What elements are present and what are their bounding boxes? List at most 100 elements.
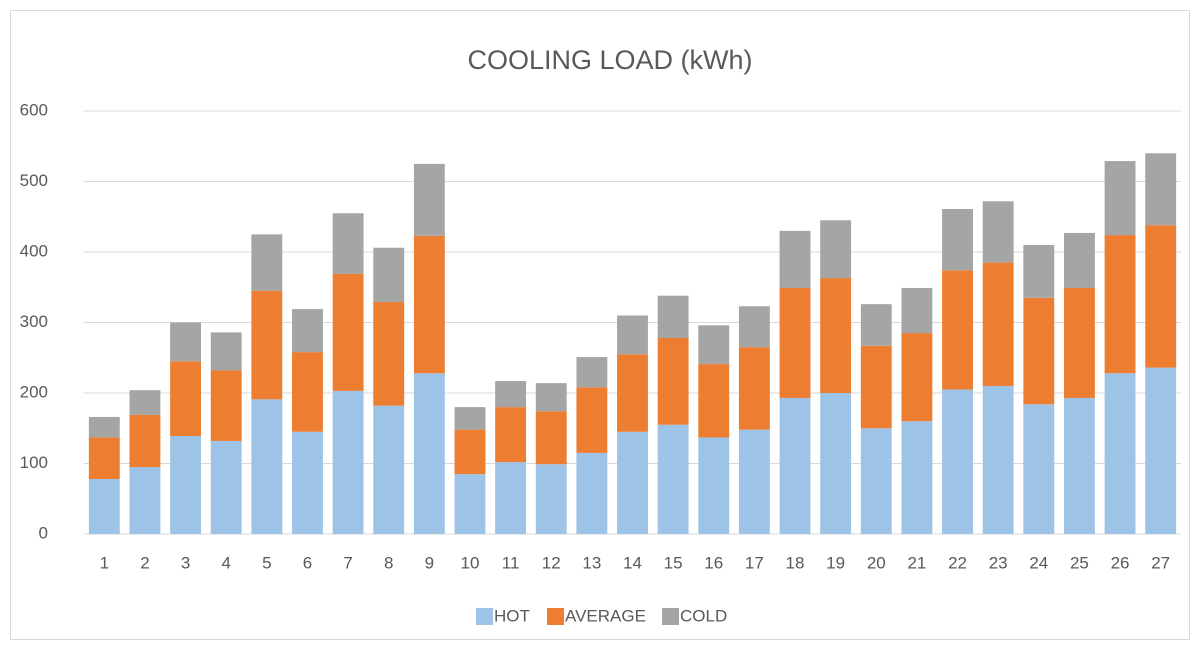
bar-segment xyxy=(251,234,283,291)
x-tick-label: 20 xyxy=(867,553,886,572)
bar-segment xyxy=(860,428,892,534)
bar-segment xyxy=(413,163,445,236)
bar-segment xyxy=(901,333,933,422)
bar-segment xyxy=(738,306,770,348)
bar-segment xyxy=(332,273,364,391)
y-tick-label: 600 xyxy=(20,100,48,119)
bar-segment xyxy=(88,479,120,534)
bar-segment xyxy=(738,347,770,430)
bar-segment xyxy=(454,474,486,534)
chart-title: COOLING LOAD (kWh) xyxy=(467,45,752,75)
bar-segment xyxy=(576,387,608,453)
bar-segment xyxy=(1145,153,1177,226)
x-tick-label: 1 xyxy=(100,553,109,572)
legend-swatch xyxy=(662,608,679,625)
x-tick-label: 2 xyxy=(140,553,149,572)
y-tick-label: 0 xyxy=(39,523,48,542)
bar-segment xyxy=(860,304,892,346)
bar-segment xyxy=(942,389,973,534)
bar-segment xyxy=(1145,367,1177,534)
x-tick-label: 14 xyxy=(623,553,642,572)
bar-segment xyxy=(1023,244,1055,298)
y-tick-label: 300 xyxy=(20,312,48,331)
legend-label: COLD xyxy=(680,606,727,625)
x-tick-label: 27 xyxy=(1151,553,1170,572)
bar-segment xyxy=(1104,373,1136,534)
x-tick-label: 10 xyxy=(461,553,480,572)
x-tick-label: 23 xyxy=(989,553,1008,572)
x-tick-label: 7 xyxy=(343,553,352,572)
x-tick-label: 4 xyxy=(221,553,230,572)
x-tick-label: 13 xyxy=(582,553,601,572)
legend-swatch xyxy=(547,608,564,625)
bar-segment xyxy=(901,421,933,534)
bar-segment xyxy=(698,325,730,365)
bar-segment xyxy=(982,201,1014,263)
bar-segment xyxy=(1063,287,1095,398)
bar-segment xyxy=(210,370,242,441)
bar-segment xyxy=(1023,297,1055,405)
bar-segment xyxy=(942,270,973,390)
x-tick-label: 21 xyxy=(907,553,926,572)
bar-segment xyxy=(495,462,527,534)
bar-segment xyxy=(292,309,323,353)
bar-segment xyxy=(657,338,689,425)
bar-segment xyxy=(698,437,730,534)
bar-segment xyxy=(373,247,405,303)
bar-segment xyxy=(292,352,323,432)
x-tick-label: 5 xyxy=(262,553,271,572)
bar-segment xyxy=(576,357,608,388)
bar-segment xyxy=(332,213,364,274)
bar-segment xyxy=(332,390,364,534)
bar-segment xyxy=(210,440,242,534)
bar-segment xyxy=(251,399,283,534)
x-tick-label: 12 xyxy=(542,553,561,572)
x-tick-label: 3 xyxy=(181,553,190,572)
bar-segment xyxy=(779,287,811,398)
bar-segment xyxy=(779,230,811,288)
legend-swatch xyxy=(476,608,493,625)
bar-segment xyxy=(129,467,161,534)
bar-segment xyxy=(860,345,892,429)
x-tick-label: 16 xyxy=(704,553,723,572)
x-tick-label: 11 xyxy=(502,553,520,572)
legend-label: AVERAGE xyxy=(565,606,646,625)
bar-segment xyxy=(982,385,1014,534)
bar-segment xyxy=(88,437,120,480)
y-tick-label: 100 xyxy=(20,453,48,472)
bar-segment xyxy=(982,262,1014,386)
y-tick-label: 200 xyxy=(20,382,48,401)
x-tick-label: 24 xyxy=(1029,553,1048,572)
bar-segment xyxy=(373,302,405,406)
x-tick-label: 17 xyxy=(745,553,764,572)
x-tick-label: 9 xyxy=(425,553,434,572)
bar-segment xyxy=(292,431,323,534)
bar-segment xyxy=(454,429,486,475)
x-tick-label: 8 xyxy=(384,553,393,572)
bar-segment xyxy=(698,364,730,438)
bar-segment xyxy=(657,424,689,534)
bar-segment xyxy=(495,381,527,408)
x-tick-label: 22 xyxy=(948,553,967,572)
bar-segment xyxy=(576,452,608,534)
bar-segment xyxy=(1145,225,1177,368)
bar-segment xyxy=(88,416,120,438)
bar-segment xyxy=(535,411,567,465)
x-tick-label: 19 xyxy=(826,553,845,572)
x-tick-label: 25 xyxy=(1070,553,1089,572)
bar-segment xyxy=(170,361,202,437)
bar-segment xyxy=(617,431,648,534)
bar-segment xyxy=(210,332,242,371)
bar-segment xyxy=(1063,232,1095,288)
bar-segment xyxy=(1104,235,1136,374)
bar-segment xyxy=(129,414,161,468)
legend-label: HOT xyxy=(494,606,530,625)
bar-segment xyxy=(129,390,161,415)
bar-segment xyxy=(170,322,202,362)
bar-segment xyxy=(1023,404,1055,534)
y-tick-label: 400 xyxy=(20,241,48,260)
x-tick-label: 18 xyxy=(786,553,805,572)
x-tick-label: 26 xyxy=(1111,553,1130,572)
bar-segment xyxy=(942,208,973,271)
bar-segment xyxy=(535,383,567,412)
